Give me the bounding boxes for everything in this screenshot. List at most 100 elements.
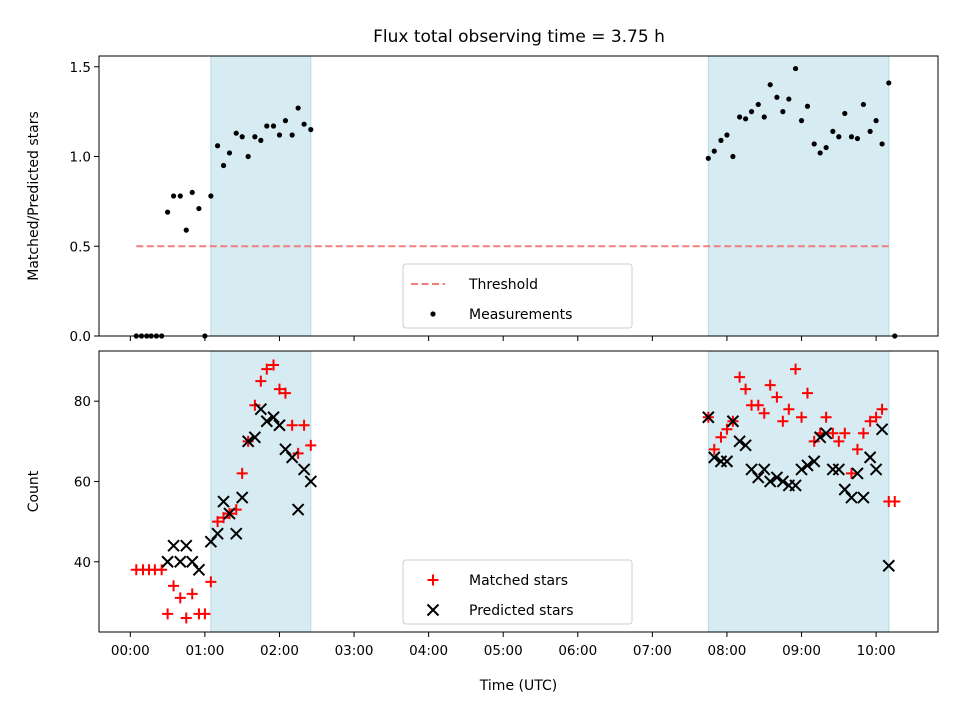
predicted-star-point bbox=[758, 463, 771, 476]
matched-star-point bbox=[839, 427, 851, 439]
measurement-point bbox=[226, 150, 233, 156]
matched-star-point bbox=[833, 435, 845, 447]
measurement-point bbox=[245, 153, 251, 160]
measurement-point bbox=[196, 205, 202, 212]
x-tick-label: 09:00 bbox=[782, 643, 821, 659]
matched-star-point bbox=[801, 387, 813, 399]
predicted-star-point bbox=[733, 435, 746, 448]
y-tick-label: 1.5 bbox=[70, 60, 91, 76]
measurement-point bbox=[792, 65, 799, 72]
matched-star-point bbox=[708, 443, 720, 455]
x-tick-label: 01:00 bbox=[185, 643, 224, 659]
measurement-point bbox=[233, 130, 239, 136]
matched-star-point bbox=[715, 431, 727, 443]
predicted-star-point bbox=[819, 427, 833, 440]
legend-label: Threshold bbox=[468, 277, 538, 293]
measurement-point bbox=[842, 110, 848, 117]
legend-label: Predicted stars bbox=[469, 603, 574, 619]
x-tick-label: 08:00 bbox=[707, 643, 746, 659]
predicted-star-point bbox=[174, 555, 187, 568]
measurement-point bbox=[830, 128, 836, 134]
y-tick-label: 1.0 bbox=[70, 150, 91, 166]
matched-star-point bbox=[740, 383, 752, 395]
matched-star-point bbox=[771, 391, 783, 403]
measurement-point bbox=[755, 101, 761, 108]
matched-star-point bbox=[279, 387, 291, 399]
predicted-star-point bbox=[851, 467, 864, 480]
measurement-point bbox=[848, 134, 855, 140]
measurement-point bbox=[258, 137, 264, 143]
predicted-star-point bbox=[813, 431, 827, 444]
x-tick-label: 02:00 bbox=[260, 643, 299, 659]
measurement-point bbox=[711, 148, 717, 154]
matched-star-point bbox=[305, 439, 317, 451]
matched-star-point bbox=[180, 612, 192, 624]
predicted-star-point bbox=[217, 495, 230, 508]
matched-star-point bbox=[174, 592, 186, 604]
matched-star-point bbox=[758, 407, 770, 419]
measurement-point bbox=[786, 96, 792, 102]
matched-star-point bbox=[273, 383, 285, 395]
matched-star-point bbox=[186, 588, 198, 600]
measurement-point bbox=[886, 80, 892, 86]
predicted-star-point bbox=[241, 435, 255, 448]
y-tick-label: 80 bbox=[74, 394, 91, 410]
matched-star-point bbox=[292, 447, 304, 459]
measurement-point bbox=[705, 155, 711, 161]
measurement-point bbox=[264, 123, 270, 129]
measurement-point bbox=[276, 132, 283, 138]
predicted-star-point bbox=[882, 559, 895, 572]
predicted-star-point bbox=[167, 539, 180, 552]
matched-star-point bbox=[298, 419, 310, 431]
measurement-point bbox=[879, 141, 885, 147]
predicted-star-point bbox=[708, 451, 721, 464]
x-tick-label: 10:00 bbox=[857, 643, 896, 659]
observing-span bbox=[707, 55, 890, 337]
x-tick-label: 05:00 bbox=[484, 643, 523, 659]
predicted-star-point bbox=[801, 459, 814, 472]
predicted-star-point bbox=[180, 539, 193, 552]
measurement-point bbox=[289, 132, 295, 138]
matched-star-point bbox=[889, 496, 901, 508]
matched-star-point bbox=[777, 415, 789, 427]
measurement-point bbox=[301, 121, 307, 127]
matched-star-point bbox=[820, 411, 832, 423]
matched-star-point bbox=[268, 359, 280, 371]
measurement-point bbox=[220, 162, 227, 169]
legend-label: Measurements bbox=[469, 307, 572, 323]
matched-star-point bbox=[764, 379, 776, 391]
matched-star-point bbox=[790, 363, 802, 375]
measurement-point bbox=[742, 116, 749, 122]
predicted-star-point bbox=[770, 471, 784, 484]
legend-predicted-swatch bbox=[426, 603, 440, 617]
measurement-point bbox=[823, 144, 829, 151]
measurement-point bbox=[252, 134, 258, 140]
measurement-point bbox=[270, 123, 277, 129]
predicted-star-point bbox=[857, 491, 870, 504]
predicted-star-point bbox=[875, 423, 889, 436]
measurement-point bbox=[798, 118, 805, 124]
matched-star-point bbox=[199, 608, 211, 620]
matched-star-point bbox=[796, 411, 808, 423]
predicted-star-point bbox=[161, 555, 174, 568]
predicted-star-point bbox=[304, 475, 318, 488]
legend-measurement-swatch bbox=[430, 311, 436, 317]
matched-star-point bbox=[236, 467, 248, 479]
matched-star-point bbox=[752, 399, 764, 411]
observing-span bbox=[210, 350, 312, 633]
predicted-star-point bbox=[789, 479, 802, 492]
matched-star-point bbox=[857, 427, 869, 439]
observing-span bbox=[210, 55, 312, 337]
figure-title: Flux total observing time = 3.75 h bbox=[373, 27, 665, 47]
predicted-star-point bbox=[739, 439, 752, 452]
x-tick-label: 00:00 bbox=[111, 643, 150, 659]
y-tick-label: 0.0 bbox=[70, 329, 91, 345]
predicted-star-point bbox=[863, 451, 877, 464]
measurement-point bbox=[873, 118, 879, 124]
measurement-point bbox=[165, 209, 171, 215]
measurement-point bbox=[208, 193, 214, 199]
matched-star-point bbox=[721, 423, 733, 435]
predicted-star-point bbox=[807, 455, 821, 468]
y-tick-label: 40 bbox=[74, 555, 91, 571]
